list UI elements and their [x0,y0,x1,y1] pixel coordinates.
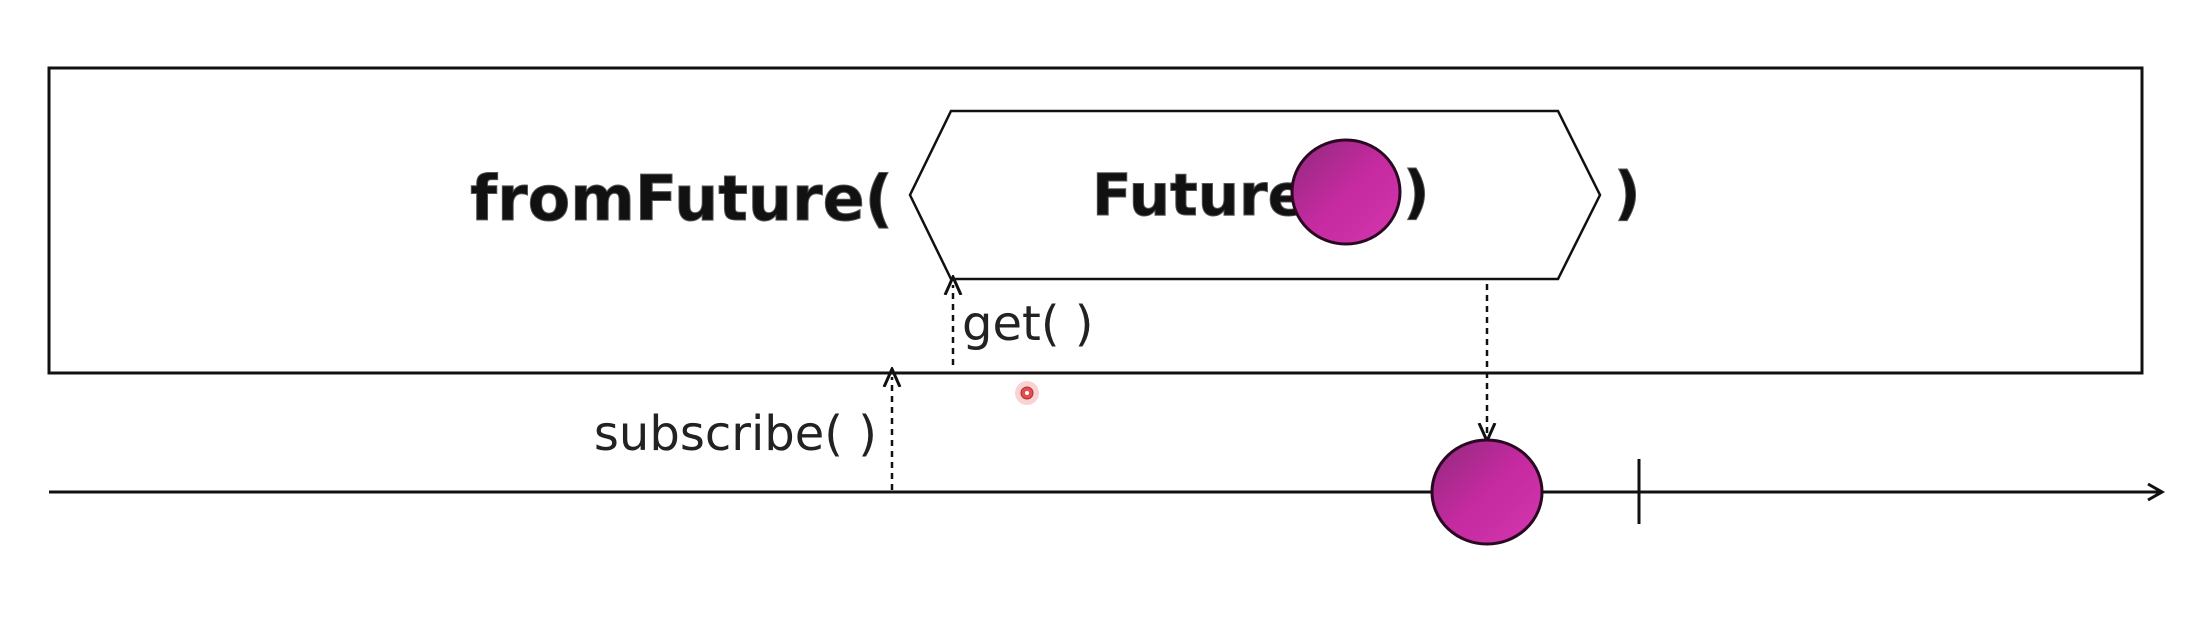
future-hexagon [908,109,1602,281]
cursor-indicator-center [1025,391,1029,395]
operator-closing-paren: ) [1614,159,1641,227]
timeline-arrowhead [2147,482,2166,502]
emitted-marble [1430,438,1544,546]
future-closing-paren: ) [1403,158,1430,226]
future-inner-marble [1290,138,1402,246]
subscribe-call-label: subscribe( ) [594,406,877,462]
get-call-label: get( ) [962,296,1094,352]
operator-name: fromFuture( [470,162,893,235]
